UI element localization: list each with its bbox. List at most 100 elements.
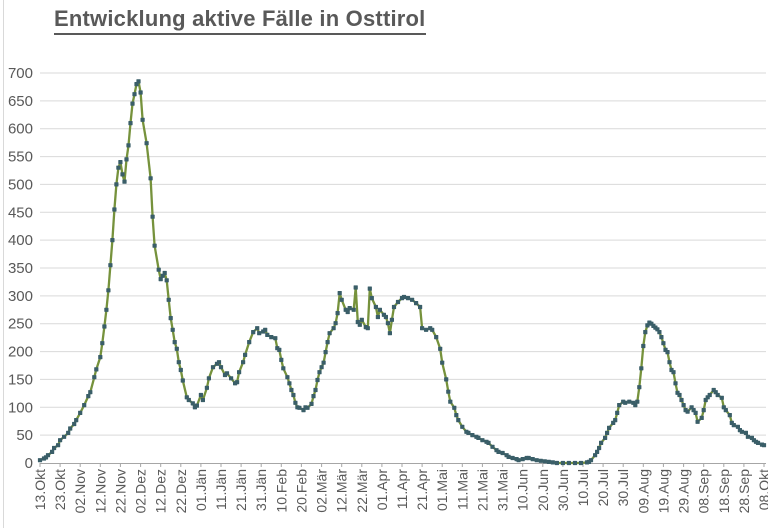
series-marker xyxy=(162,270,167,276)
y-tick-label: 650 xyxy=(8,93,33,110)
series-marker xyxy=(94,367,99,372)
series-marker xyxy=(305,405,310,410)
series-marker xyxy=(174,346,179,351)
series-marker xyxy=(731,423,736,428)
series-marker xyxy=(607,425,612,430)
series-marker xyxy=(247,340,252,345)
x-tick-label: 10.Feb xyxy=(273,469,289,513)
series-marker xyxy=(743,430,748,435)
series-marker xyxy=(486,440,491,445)
series-marker xyxy=(424,327,429,332)
x-tick-label: 21.Jän xyxy=(233,469,249,511)
y-tick-label: 350 xyxy=(8,260,33,277)
y-tick-label: 700 xyxy=(8,65,33,82)
series-marker xyxy=(257,331,262,336)
y-tick-label: 300 xyxy=(8,288,33,305)
x-tick-label: 29.Aug xyxy=(676,469,692,513)
x-tick-label: 20.Feb xyxy=(293,469,309,513)
x-tick-label: 22.Dez xyxy=(173,469,189,513)
series-marker xyxy=(130,101,135,106)
series-marker xyxy=(269,335,274,340)
series-marker xyxy=(122,179,127,184)
series-marker xyxy=(319,365,324,370)
series-marker xyxy=(615,410,620,415)
x-tick-label: 02.Mär xyxy=(314,469,330,513)
series-marker xyxy=(719,395,724,400)
series-marker xyxy=(62,434,67,439)
y-tick-label: 400 xyxy=(8,232,33,249)
series-marker xyxy=(526,455,531,461)
series-marker xyxy=(635,399,640,404)
x-tick-label: 10.Jul xyxy=(575,469,591,506)
series-marker xyxy=(156,267,161,272)
series-marker xyxy=(176,360,181,365)
y-tick-label: 50 xyxy=(16,427,33,444)
series-marker xyxy=(667,360,672,365)
series-marker xyxy=(466,430,471,435)
series-marker xyxy=(293,400,298,405)
series-marker xyxy=(595,449,600,454)
series-marker xyxy=(444,377,449,382)
series-marker xyxy=(373,304,378,310)
series-marker xyxy=(538,458,543,463)
x-tick-label: 19.Aug xyxy=(655,469,671,513)
series-marker xyxy=(735,424,740,429)
series-marker xyxy=(560,460,565,466)
y-tick-label: 450 xyxy=(8,204,33,221)
series-marker xyxy=(460,424,465,429)
series-marker xyxy=(265,332,270,337)
series-marker xyxy=(116,165,121,170)
series-marker xyxy=(434,335,439,340)
series-marker xyxy=(641,343,646,349)
chart-left-border xyxy=(3,0,4,528)
series-marker xyxy=(452,405,457,410)
series-marker xyxy=(633,403,638,408)
series-marker xyxy=(241,360,246,365)
x-tick-label: 23.Okt xyxy=(52,469,68,510)
series-marker xyxy=(405,296,411,301)
series-marker xyxy=(470,433,475,438)
series-marker xyxy=(739,429,744,434)
series-marker xyxy=(144,141,149,146)
series-marker xyxy=(86,394,91,399)
x-tick-label: 01.Mai xyxy=(434,469,450,511)
series-marker xyxy=(287,381,292,386)
y-tick-label: 250 xyxy=(8,316,33,333)
series-marker xyxy=(66,430,71,435)
series-marker xyxy=(389,317,394,322)
series-marker xyxy=(593,453,598,458)
series-marker xyxy=(414,301,419,306)
series-marker xyxy=(365,326,370,331)
series-marker xyxy=(138,90,143,95)
series-marker xyxy=(108,263,113,268)
x-tick-label: 31.Mai xyxy=(495,469,511,511)
series-marker xyxy=(170,327,175,332)
series-marker xyxy=(665,350,670,355)
series-marker xyxy=(699,415,704,420)
series-marker xyxy=(677,392,682,398)
series-marker xyxy=(357,322,362,327)
series-marker xyxy=(693,410,698,415)
series-marker xyxy=(375,314,380,320)
series-marker xyxy=(309,401,314,406)
x-tick-label: 30.Jul xyxy=(615,469,631,506)
series-marker xyxy=(410,297,415,302)
series-marker xyxy=(637,385,642,390)
series-marker xyxy=(643,330,648,335)
series-marker xyxy=(566,460,571,466)
series-marker xyxy=(333,321,338,326)
series-marker xyxy=(110,238,115,243)
series-marker xyxy=(150,214,155,219)
series-marker xyxy=(178,367,183,373)
series-marker xyxy=(216,360,222,365)
x-tick-label: 20.Jul xyxy=(595,469,611,506)
series-marker xyxy=(345,309,350,315)
series-marker xyxy=(588,458,594,463)
series-marker xyxy=(401,294,407,300)
series-marker xyxy=(438,346,443,351)
series-marker xyxy=(603,435,608,440)
series-marker xyxy=(164,278,169,283)
x-tick-label: 12.Mär xyxy=(334,469,350,513)
series-marker xyxy=(745,434,750,439)
